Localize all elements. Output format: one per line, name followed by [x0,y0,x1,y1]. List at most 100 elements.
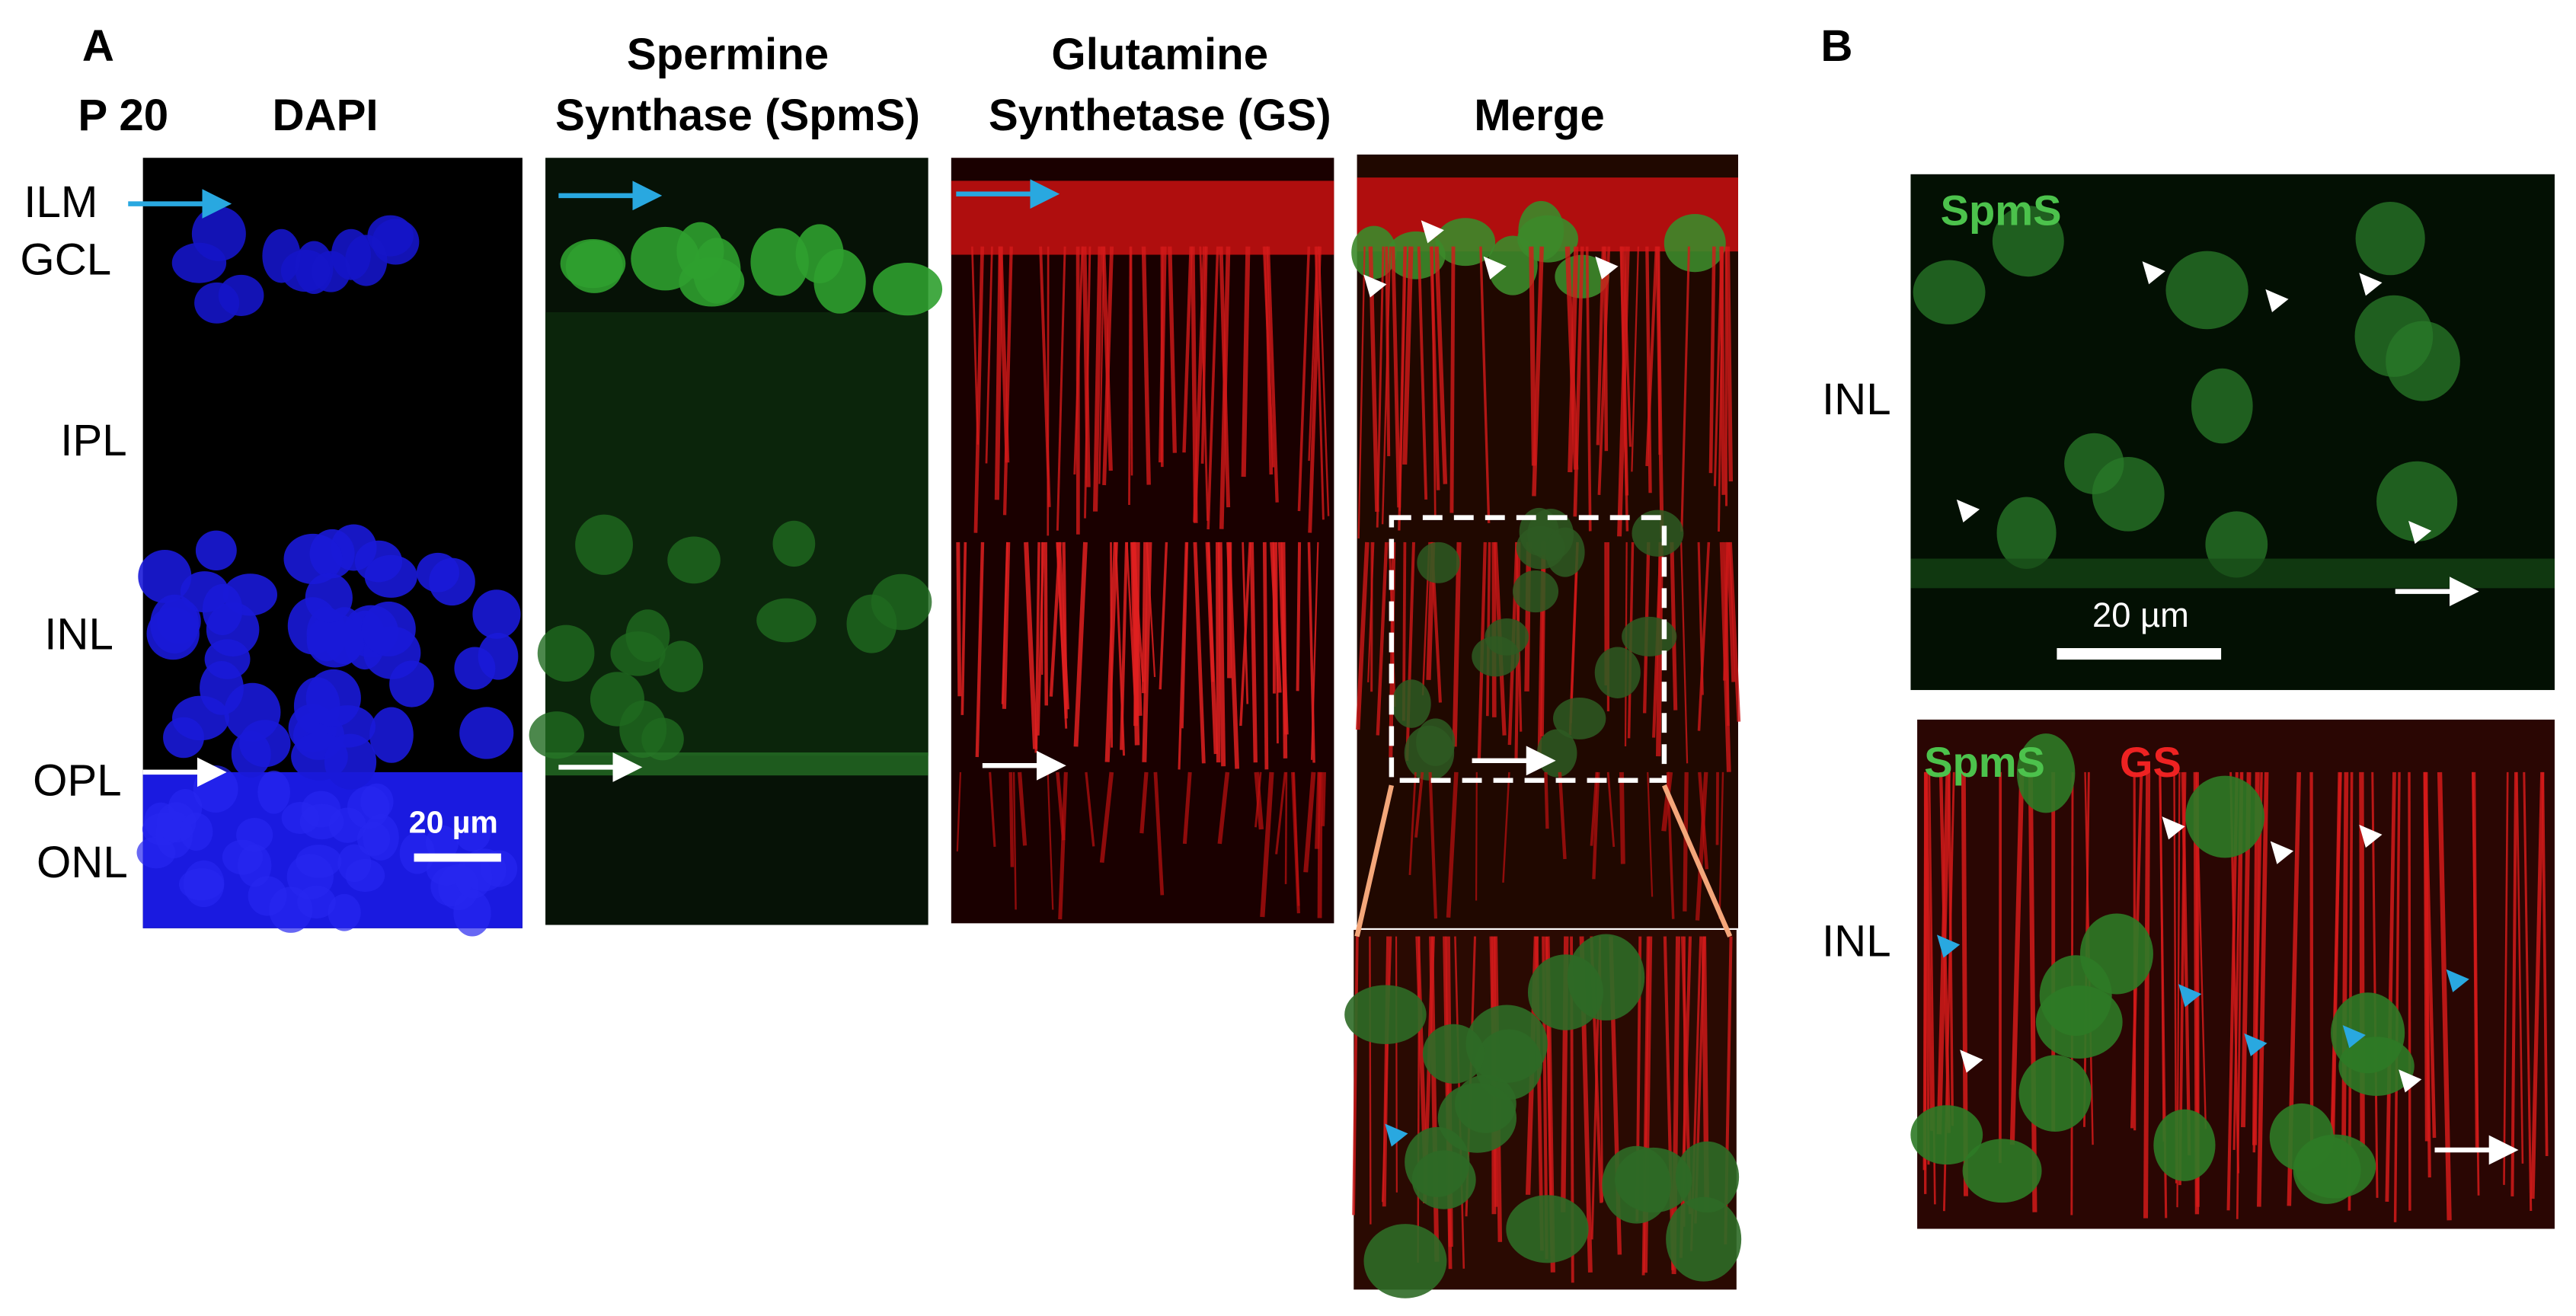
arrowhead [2270,841,2294,864]
nucleus [324,733,377,790]
fiber [1925,771,1930,1165]
nucleus [756,598,817,643]
fiber [1085,771,1095,847]
nucleus [1632,509,1684,557]
nucleus [1913,260,1986,324]
nucleus [1485,618,1529,656]
nucleus [179,813,213,851]
arrowhead [2244,1033,2268,1057]
fiber [2028,771,2037,1212]
nucleus [1351,225,1397,279]
nucleus [239,720,291,768]
arrowhead [2162,816,2185,840]
nucleus [195,530,237,570]
nucleus [361,601,416,656]
nucleus [667,536,721,584]
fiber [1697,541,1704,695]
fiber [1645,246,1658,467]
fiber [1254,771,1262,828]
fiber [1376,541,1389,736]
fiber [1647,771,1654,897]
fiber [1352,936,1359,1215]
fiber [1056,246,1066,531]
nucleus [2153,1109,2216,1181]
fiber [1698,771,1709,870]
fiber [1417,246,1428,500]
fiber [1564,246,1579,470]
fiber [2503,771,2509,1185]
arrowhead [2408,520,2432,545]
fiber [2472,771,2479,1148]
fiber [1398,246,1406,531]
nucleus [1664,214,1726,273]
nucleus [455,855,493,899]
nucleus [138,549,192,603]
nucleus [1506,1195,1589,1263]
fiber [1414,771,1424,838]
nucleus [625,609,670,663]
fiber [1056,541,1068,729]
nucleus [1465,1005,1548,1083]
fiber [1275,771,1286,854]
fiber [1034,541,1040,753]
fiber [960,541,967,715]
nucleus [1962,1139,2042,1203]
fiber [1141,246,1151,485]
nucleus [2294,1134,2376,1199]
nucleus [218,274,264,316]
fiber [1193,246,1207,522]
nucleus [283,533,343,584]
nucleus [150,594,200,654]
fiber [2510,771,2518,1196]
fiber [2408,771,2411,1211]
nucleus [1437,1083,1517,1153]
nucleus [1422,1024,1485,1084]
fiber [2393,771,2401,1222]
nucleus [537,624,595,682]
layer-label: GCL [20,235,111,285]
nucleus [369,707,414,763]
arrowhead [2446,969,2469,992]
arrowhead [2265,289,2289,312]
nucleus [2191,368,2253,444]
nucleus [257,770,290,814]
fiber [1603,246,1609,452]
fiber [1131,541,1143,716]
nucleus [183,860,225,908]
nucleus [306,613,364,668]
fiber [2143,771,2151,1219]
zoom-box [1389,515,1667,783]
fiber [1039,246,1051,507]
fiber [1024,541,1038,749]
fiber [1369,936,1372,1225]
panel-label: B [1820,21,1852,71]
fiber [989,771,996,847]
fiber [956,771,962,851]
layer-label: INL [1822,917,1891,966]
fiber [1529,246,1537,466]
fiber [1376,246,1385,528]
fiber [1606,771,1616,848]
fiber [1695,771,1708,921]
fiber [1084,246,1091,519]
fiber [1617,246,1630,537]
fiber [1092,246,1103,512]
fiber [1217,771,1230,845]
fiber [1367,541,1375,682]
nucleus [1392,679,1431,728]
nucleus [795,224,844,283]
fiber [1297,246,1311,512]
fiber [1391,246,1401,508]
fiber [994,246,1003,500]
fiber [1680,246,1690,532]
fiber [1182,771,1192,845]
nucleus [1910,1105,1983,1165]
age: P 20 [78,91,168,140]
nucleus [631,226,700,291]
fiber [1318,246,1330,516]
fiber [1128,246,1132,505]
nucleus [331,228,371,280]
fiber [2385,771,2396,1202]
zoom-line [1661,784,1733,937]
fiber [1544,771,1549,829]
